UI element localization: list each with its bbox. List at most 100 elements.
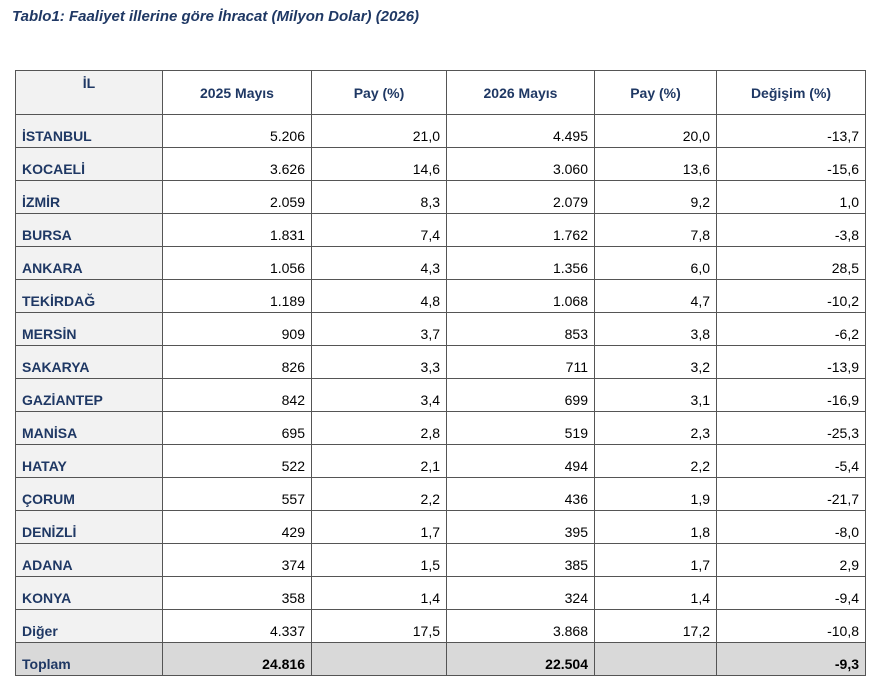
- value-cell: 358: [162, 576, 312, 610]
- table-row: ADANA 374 1,5 385 1,7 2,9: [15, 543, 866, 577]
- export-table: İL 2025 Mayıs Pay (%) 2026 Mayıs Pay (%) Deği…: [15, 70, 866, 676]
- value-cell: 436: [446, 477, 595, 511]
- value-cell: 324: [446, 576, 595, 610]
- value-cell: -3,8: [716, 213, 866, 247]
- value-cell: 711: [446, 345, 595, 379]
- value-cell: 3,3: [311, 345, 447, 379]
- value-cell: 1.189: [162, 279, 312, 313]
- table-row: Diğer 4.337 17,5 3.868 17,2 -10,8: [15, 609, 866, 643]
- table-row: KONYA 358 1,4 324 1,4 -9,4: [15, 576, 866, 610]
- province-cell: TEKİRDAĞ: [15, 279, 163, 313]
- value-cell: 826: [162, 345, 312, 379]
- value-cell: 385: [446, 543, 595, 577]
- empty-cell: [594, 642, 717, 676]
- value-cell: 842: [162, 378, 312, 412]
- value-cell: 2,9: [716, 543, 866, 577]
- table-row: ANKARA 1.056 4,3 1.356 6,0 28,5: [15, 246, 866, 280]
- province-cell: SAKARYA: [15, 345, 163, 379]
- header-cell: Pay (%): [311, 70, 447, 115]
- value-cell: 3.626: [162, 147, 312, 181]
- value-cell: 3,7: [311, 312, 447, 346]
- value-cell: 4,3: [311, 246, 447, 280]
- value-cell: 1,5: [311, 543, 447, 577]
- empty-cell: [311, 642, 447, 676]
- table-row: HATAY 522 2,1 494 2,2 -5,4: [15, 444, 866, 478]
- value-cell: -10,2: [716, 279, 866, 313]
- value-cell: -13,7: [716, 114, 866, 148]
- value-cell: 1.068: [446, 279, 595, 313]
- value-cell: 17,5: [311, 609, 447, 643]
- value-cell: 14,6: [311, 147, 447, 181]
- value-cell: 1,9: [594, 477, 717, 511]
- province-cell: ANKARA: [15, 246, 163, 280]
- value-cell: 20,0: [594, 114, 717, 148]
- value-cell: 2,2: [594, 444, 717, 478]
- province-cell: İSTANBUL: [15, 114, 163, 148]
- header-cell: Değişim (%): [716, 70, 866, 115]
- value-cell: 2.059: [162, 180, 312, 214]
- value-cell: 909: [162, 312, 312, 346]
- value-cell: 17,2: [594, 609, 717, 643]
- value-cell: 1.831: [162, 213, 312, 247]
- value-cell: 1.762: [446, 213, 595, 247]
- value-cell: 429: [162, 510, 312, 544]
- value-cell: 1,4: [311, 576, 447, 610]
- value-cell: 4,7: [594, 279, 717, 313]
- value-cell: 557: [162, 477, 312, 511]
- table-body: İSTANBUL 5.206 21,0 4.495 20,0 -13,7 KOCAELİ 3.…: [15, 114, 866, 676]
- value-cell: -13,9: [716, 345, 866, 379]
- table-title: Tablo1: Faaliyet illerine göre İhracat (…: [12, 8, 420, 25]
- value-cell: 3.060: [446, 147, 595, 181]
- value-cell: 8,3: [311, 180, 447, 214]
- province-cell: HATAY: [15, 444, 163, 478]
- province-cell: KOCAELİ: [15, 147, 163, 181]
- value-cell: -6,2: [716, 312, 866, 346]
- value-cell: 5.206: [162, 114, 312, 148]
- province-cell: İZMİR: [15, 180, 163, 214]
- table-row: MERSİN 909 3,7 853 3,8 -6,2: [15, 312, 866, 346]
- value-cell: 2,8: [311, 411, 447, 445]
- value-cell: 2,3: [594, 411, 717, 445]
- value-cell: 1.056: [162, 246, 312, 280]
- value-cell: -8,0: [716, 510, 866, 544]
- header-cell: Pay (%): [594, 70, 717, 115]
- value-cell: 6,0: [594, 246, 717, 280]
- value-cell: 3,8: [594, 312, 717, 346]
- value-cell: 4.495: [446, 114, 595, 148]
- value-cell: 21,0: [311, 114, 447, 148]
- value-cell: -10,8: [716, 609, 866, 643]
- province-cell: ADANA: [15, 543, 163, 577]
- value-cell: 4.337: [162, 609, 312, 643]
- value-cell: 1,8: [594, 510, 717, 544]
- header-row: İL 2025 Mayıs Pay (%) 2026 Mayıs Pay (%) Deği…: [15, 70, 866, 115]
- value-cell: 699: [446, 378, 595, 412]
- value-cell: -15,6: [716, 147, 866, 181]
- value-cell: 1,4: [594, 576, 717, 610]
- value-cell: 1,7: [594, 543, 717, 577]
- value-cell: 7,4: [311, 213, 447, 247]
- value-cell: -16,9: [716, 378, 866, 412]
- header-cell: İL: [15, 70, 163, 115]
- value-cell: 4,8: [311, 279, 447, 313]
- page: Tablo1: Faaliyet illerine göre İhracat (…: [12, 8, 866, 676]
- table-row: İSTANBUL 5.206 21,0 4.495 20,0 -13,7: [15, 114, 866, 148]
- value-cell: 3,4: [311, 378, 447, 412]
- value-cell: 395: [446, 510, 595, 544]
- province-cell: DENİZLİ: [15, 510, 163, 544]
- total-label: Toplam: [15, 642, 163, 676]
- value-cell: 3,2: [594, 345, 717, 379]
- value-cell: -9,4: [716, 576, 866, 610]
- province-cell: ÇORUM: [15, 477, 163, 511]
- value-cell: 2,1: [311, 444, 447, 478]
- header-cell: 2025 Mayıs: [162, 70, 312, 115]
- table-row: ÇORUM 557 2,2 436 1,9 -21,7: [15, 477, 866, 511]
- value-cell: 1,7: [311, 510, 447, 544]
- province-cell: KONYA: [15, 576, 163, 610]
- total-row: Toplam 24.816 22.504 -9,3: [15, 642, 866, 676]
- value-cell: 3,1: [594, 378, 717, 412]
- table-row: KOCAELİ 3.626 14,6 3.060 13,6 -15,6: [15, 147, 866, 181]
- value-cell: 7,8: [594, 213, 717, 247]
- table-row: BURSA 1.831 7,4 1.762 7,8 -3,8: [15, 213, 866, 247]
- table-row: SAKARYA 826 3,3 711 3,2 -13,9: [15, 345, 866, 379]
- value-cell: 374: [162, 543, 312, 577]
